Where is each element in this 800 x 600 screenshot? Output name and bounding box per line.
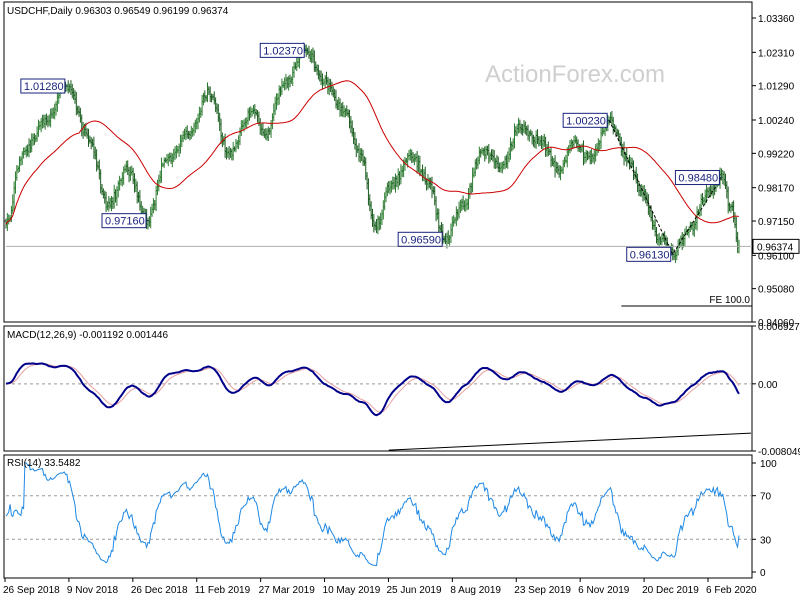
time-axis-label: 6 Feb 2020 [706, 585, 757, 596]
time-axis-label: 10 May 2019 [323, 585, 381, 596]
rsi-panel-frame [3, 454, 753, 579]
annotation-text: 0.98480 [678, 173, 718, 185]
price-annotations: 1.01280 0.97160 1.02370 0.96590 1.00230 0.961… [20, 42, 722, 262]
macd-panel: 0.006927 0.00 -0.008049 MACD(12,26,9) -0.0… [3, 322, 800, 458]
time-axis-label: 26 Dec 2018 [131, 585, 188, 596]
rsi-axis-label: 30 [760, 535, 772, 546]
current-price-label: 0.96374 [757, 242, 794, 253]
price-axis: 1.03360 1.02310 1.01290 1.00240 0.99220 0.981… [752, 14, 795, 329]
macd-axis: 0.006927 0.00 -0.008049 [752, 322, 800, 458]
annotation-text: 1.02370 [263, 45, 303, 57]
price-axis-label: 0.98170 [758, 184, 795, 195]
macd-panel-title: MACD(12,26,9) -0.001192 0.001446 [7, 330, 168, 341]
price-panel: ActionForex.com 0.96374 FE 100.0 1.01280 0… [3, 1, 800, 329]
macd-axis-label: -0.008049 [758, 447, 800, 458]
time-axis-label: 9 Nov 2018 [67, 585, 119, 596]
fe-level-label: FE 100.0 [709, 295, 750, 306]
time-axis-label: 23 Sep 2019 [514, 585, 571, 596]
price-axis-label: 1.02310 [758, 48, 795, 59]
rsi-axis-label: 0 [760, 568, 766, 579]
time-axis: 26 Sep 2018 9 Nov 2018 26 Dec 2018 11 Feb 2… [3, 578, 757, 596]
annotation-label: 0.98480 [674, 170, 722, 186]
rsi-axis: 100 70 30 0 [752, 459, 777, 579]
price-axis-label: 0.99220 [758, 149, 795, 160]
time-axis-label: 6 Nov 2019 [578, 585, 630, 596]
price-panel-frame [3, 1, 753, 323]
rsi-panel: 100 70 30 0 RSI(14) 33.5482 [3, 454, 777, 579]
time-axis-label: 26 Sep 2018 [3, 585, 60, 596]
price-axis-label: 0.96100 [758, 251, 795, 262]
macd-trendline [388, 432, 752, 451]
annotation-text: 1.01280 [24, 81, 64, 93]
macd-line [5, 362, 740, 417]
price-axis-label: 0.97150 [758, 217, 795, 228]
moving-average-line [5, 80, 740, 225]
annotation-text: 0.96590 [401, 234, 441, 246]
price-axis-label: 1.01290 [758, 82, 795, 93]
rsi-axis-label: 70 [760, 492, 772, 503]
time-axis-label: 8 Aug 2019 [450, 585, 501, 596]
time-axis-label: 20 Dec 2019 [642, 585, 699, 596]
annotation-label: 0.97160 [101, 213, 149, 229]
price-overlays: 0.96374 FE 100.0 [6, 120, 800, 307]
macd-axis-label: 0.006927 [758, 322, 800, 333]
rsi-panel-title: RSI(14) 33.5482 [7, 458, 81, 469]
time-axis-label: 11 Feb 2019 [195, 585, 251, 596]
watermark: ActionForex.com [485, 61, 665, 88]
time-axis-label: 25 Jun 2019 [386, 585, 441, 596]
price-axis-label: 0.95080 [758, 285, 795, 296]
rsi-axis-label: 100 [760, 459, 777, 470]
annotation-label: 1.02370 [259, 42, 307, 58]
rsi-grid [6, 495, 752, 540]
macd-panel-frame [3, 325, 753, 452]
annotation-text: 0.96130 [630, 249, 670, 261]
macd-axis-label: 0.00 [758, 380, 778, 391]
annotation-text: 1.00230 [566, 115, 606, 127]
time-axis-label: 27 Mar 2019 [259, 585, 316, 596]
annotation-label: 0.96130 [626, 246, 673, 262]
price-axis-label: 0.94060 [758, 318, 795, 329]
annotation-label: 0.96590 [397, 231, 445, 247]
price-axis-label: 1.00240 [758, 116, 795, 127]
current-price-box [752, 238, 800, 254]
price-axis-label: 1.03360 [758, 14, 795, 25]
annotation-label: 1.01280 [20, 78, 67, 94]
rsi-line [5, 462, 740, 567]
price-panel-title: USDCHF,Daily 0.96303 0.96549 0.96199 0.9… [7, 6, 229, 17]
annotation-label: 1.00230 [562, 112, 610, 128]
annotation-text: 0.97160 [105, 216, 145, 228]
